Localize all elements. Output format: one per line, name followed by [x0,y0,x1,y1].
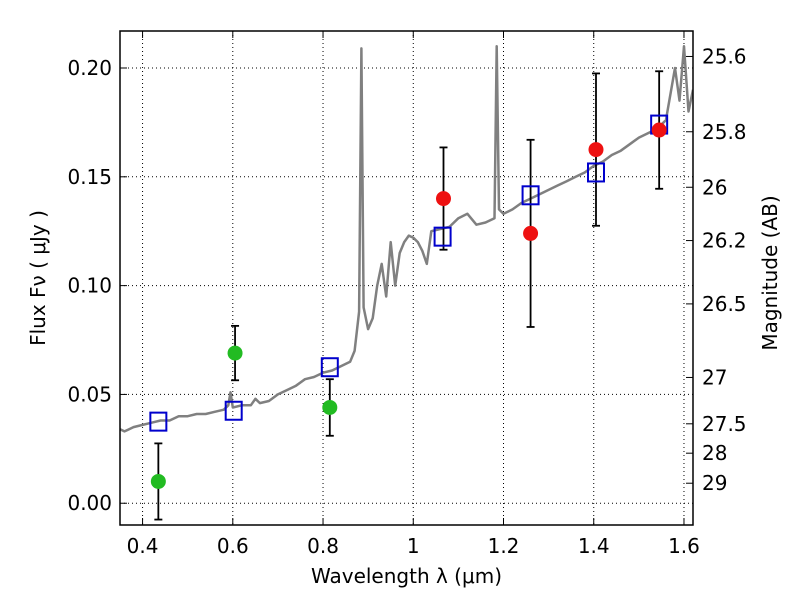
observed-flux-point [150,473,166,489]
observed-flux-point [435,191,451,207]
x-tick-label: 0.6 [217,534,249,558]
model-photometry-square [586,162,605,183]
plot-frame [119,30,694,526]
observed-flux-point [322,399,338,415]
y-tick-label: 0.10 [67,274,112,298]
model-photometry-square [433,226,452,247]
x-tick-label: 1.6 [668,534,700,558]
right-tick-label: 27 [702,365,727,389]
x-tick-label: 0.4 [127,534,159,558]
model-photometry-square [224,400,243,421]
right-tick-label: 25.8 [702,120,747,144]
model-photometry-square [521,185,540,206]
x-axis-label: Wavelength λ (μm) [311,564,502,588]
right-tick-label: 26.5 [702,292,747,316]
model-spectrum [120,44,693,433]
y-tick-label: 0.00 [67,491,112,515]
x-tick-label: 1.4 [578,534,610,558]
model-photometry-square [320,357,339,378]
right-tick-label: 28 [702,441,727,465]
observed-flux-point [651,122,667,138]
axis-ticks [120,31,693,525]
right-tick-label: 29 [702,471,727,495]
y-tick-label: 0.15 [67,165,112,189]
x-tick-label: 1.2 [488,534,520,558]
right-tick-label: 27.5 [702,412,747,436]
y-tick-label: 0.05 [67,382,112,406]
observed-flux-point [588,142,604,158]
grid-lines [120,31,693,525]
error-bars [154,70,664,521]
spectrum-line [120,44,693,433]
data-markers [149,114,669,489]
x-tick-label: 1 [407,534,420,558]
right-tick-label: 25.6 [702,44,747,68]
tick-labels: 0.4 0.6 0.8 1 1.2 1.4 1.6 0.00 0.05 0.10 0.15 0.20 2… [67,44,746,558]
y-axis-label: Flux Fν ( μJy ) [26,210,50,346]
right-tick-label: 26 [702,175,727,199]
right-tick-label: 26.2 [702,229,747,253]
observed-flux-point [523,225,539,241]
x-tick-label: 0.8 [307,534,339,558]
model-photometry-square [149,411,168,432]
observed-flux-point [227,345,243,361]
right-axis-label: Magnitude (AB) [758,195,782,350]
y-tick-label: 0.20 [67,56,112,80]
